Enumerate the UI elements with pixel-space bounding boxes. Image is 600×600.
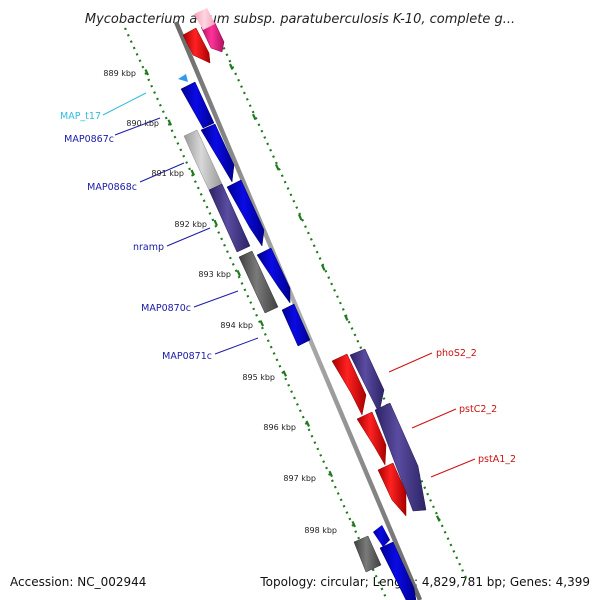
trna-feature-MAP_t17[interactable] bbox=[178, 74, 188, 82]
inner-tick-track bbox=[123, 27, 389, 600]
gene-feature-MAP0870c[interactable] bbox=[238, 250, 279, 314]
tick-mark bbox=[297, 214, 303, 221]
gene-label[interactable]: MAP0870c bbox=[141, 303, 191, 314]
gene-feature-blue-fwd-3[interactable] bbox=[256, 247, 291, 304]
tick-mark bbox=[320, 264, 326, 271]
tick-mark bbox=[305, 420, 311, 427]
tick-mark bbox=[343, 314, 349, 321]
callout-nramp bbox=[166, 227, 211, 247]
gene-labels: MAP_t17 MAP0867c MAP0868c nramp MAP0870c… bbox=[60, 111, 516, 465]
forward-strand-features bbox=[182, 8, 427, 600]
gene-feature-red-top[interactable] bbox=[182, 27, 211, 64]
gene-feature-blue-lower[interactable] bbox=[379, 541, 417, 600]
genome-backbone bbox=[173, 21, 423, 600]
tick-mark bbox=[259, 320, 265, 327]
gene-label[interactable]: MAP0871c bbox=[162, 351, 212, 362]
tick-mark bbox=[251, 113, 257, 121]
tick-label: 889 kbp bbox=[103, 69, 136, 78]
tick-mark bbox=[228, 63, 234, 70]
gene-feature-gray-lower[interactable] bbox=[353, 535, 382, 573]
tick-label: 893 kbp bbox=[198, 270, 231, 279]
callout-pstC2_2 bbox=[411, 408, 457, 429]
gene-label[interactable]: pstA1_2 bbox=[478, 454, 516, 465]
callout-MAP0868c bbox=[139, 162, 185, 183]
callout-lines bbox=[102, 92, 476, 478]
gene-feature-red-1[interactable] bbox=[331, 353, 367, 416]
tick-label: 898 kbp bbox=[304, 526, 337, 535]
tick-mark bbox=[144, 69, 150, 76]
map-title: Mycobacterium avium subsp. paratuberculo… bbox=[85, 12, 515, 27]
tick-label: 894 kbp bbox=[220, 321, 253, 330]
gene-label[interactable]: nramp bbox=[133, 242, 164, 253]
tick-label: 895 kbp bbox=[242, 373, 275, 382]
gene-feature-blue-lower-arrow[interactable] bbox=[373, 525, 390, 547]
gene-label[interactable]: MAP_t17 bbox=[60, 111, 101, 122]
gene-label[interactable]: MAP0867c bbox=[64, 134, 114, 145]
gene-feature-pstA1_2[interactable] bbox=[356, 411, 387, 466]
gene-feature-blue-fwd-2[interactable] bbox=[226, 179, 265, 247]
gene-label[interactable]: phoS2_2 bbox=[436, 348, 477, 359]
callout-pstA1_2 bbox=[430, 458, 476, 478]
tick-mark bbox=[167, 119, 173, 126]
tick-label: 890 kbp bbox=[126, 119, 159, 128]
tick-mark bbox=[190, 169, 196, 176]
tick-mark bbox=[435, 515, 441, 522]
gene-feature-pstC2_2[interactable] bbox=[374, 402, 427, 512]
gene-label[interactable]: MAP0868c bbox=[87, 182, 137, 193]
gene-feature-lightpink-top[interactable] bbox=[194, 8, 215, 30]
callout-MAP0871c bbox=[214, 337, 259, 355]
tick-label: 892 kbp bbox=[174, 220, 207, 229]
callout-MAP0867c bbox=[114, 117, 161, 136]
accession-text: Accession: NC_002944 bbox=[10, 575, 146, 589]
callout-MAP_t17 bbox=[102, 92, 147, 116]
tick-mark bbox=[274, 163, 280, 171]
tick-mark bbox=[328, 470, 334, 478]
tick-labels: 889 kbp 890 kbp 891 kbp 892 kbp 893 kbp … bbox=[103, 69, 337, 535]
gene-feature-red-fwd-4[interactable] bbox=[377, 462, 407, 517]
gene-feature-MAP0867c[interactable] bbox=[180, 81, 215, 129]
tick-label: 897 kbp bbox=[283, 474, 316, 483]
gene-feature-nramp[interactable] bbox=[208, 183, 251, 253]
gene-feature-MAP0871c[interactable] bbox=[281, 303, 311, 347]
callout-MAP0870c bbox=[193, 290, 239, 308]
gene-feature-blue-fwd-1[interactable] bbox=[200, 123, 235, 183]
tick-mark bbox=[236, 269, 242, 277]
genome-stats-text: Topology: circular; Length: 4,829,781 bp… bbox=[259, 575, 590, 589]
callout-phoS2_2 bbox=[388, 352, 433, 373]
tick-label: 896 kbp bbox=[263, 423, 296, 432]
gene-feature-phoS2_2[interactable] bbox=[349, 348, 385, 414]
tick-mark bbox=[213, 219, 219, 227]
tick-mark bbox=[351, 520, 357, 528]
reverse-strand-features bbox=[178, 74, 382, 573]
tick-mark bbox=[282, 370, 288, 377]
gene-label[interactable]: pstC2_2 bbox=[459, 404, 497, 415]
outer-tick-track bbox=[210, 21, 468, 579]
tick-label: 891 kbp bbox=[151, 169, 184, 178]
